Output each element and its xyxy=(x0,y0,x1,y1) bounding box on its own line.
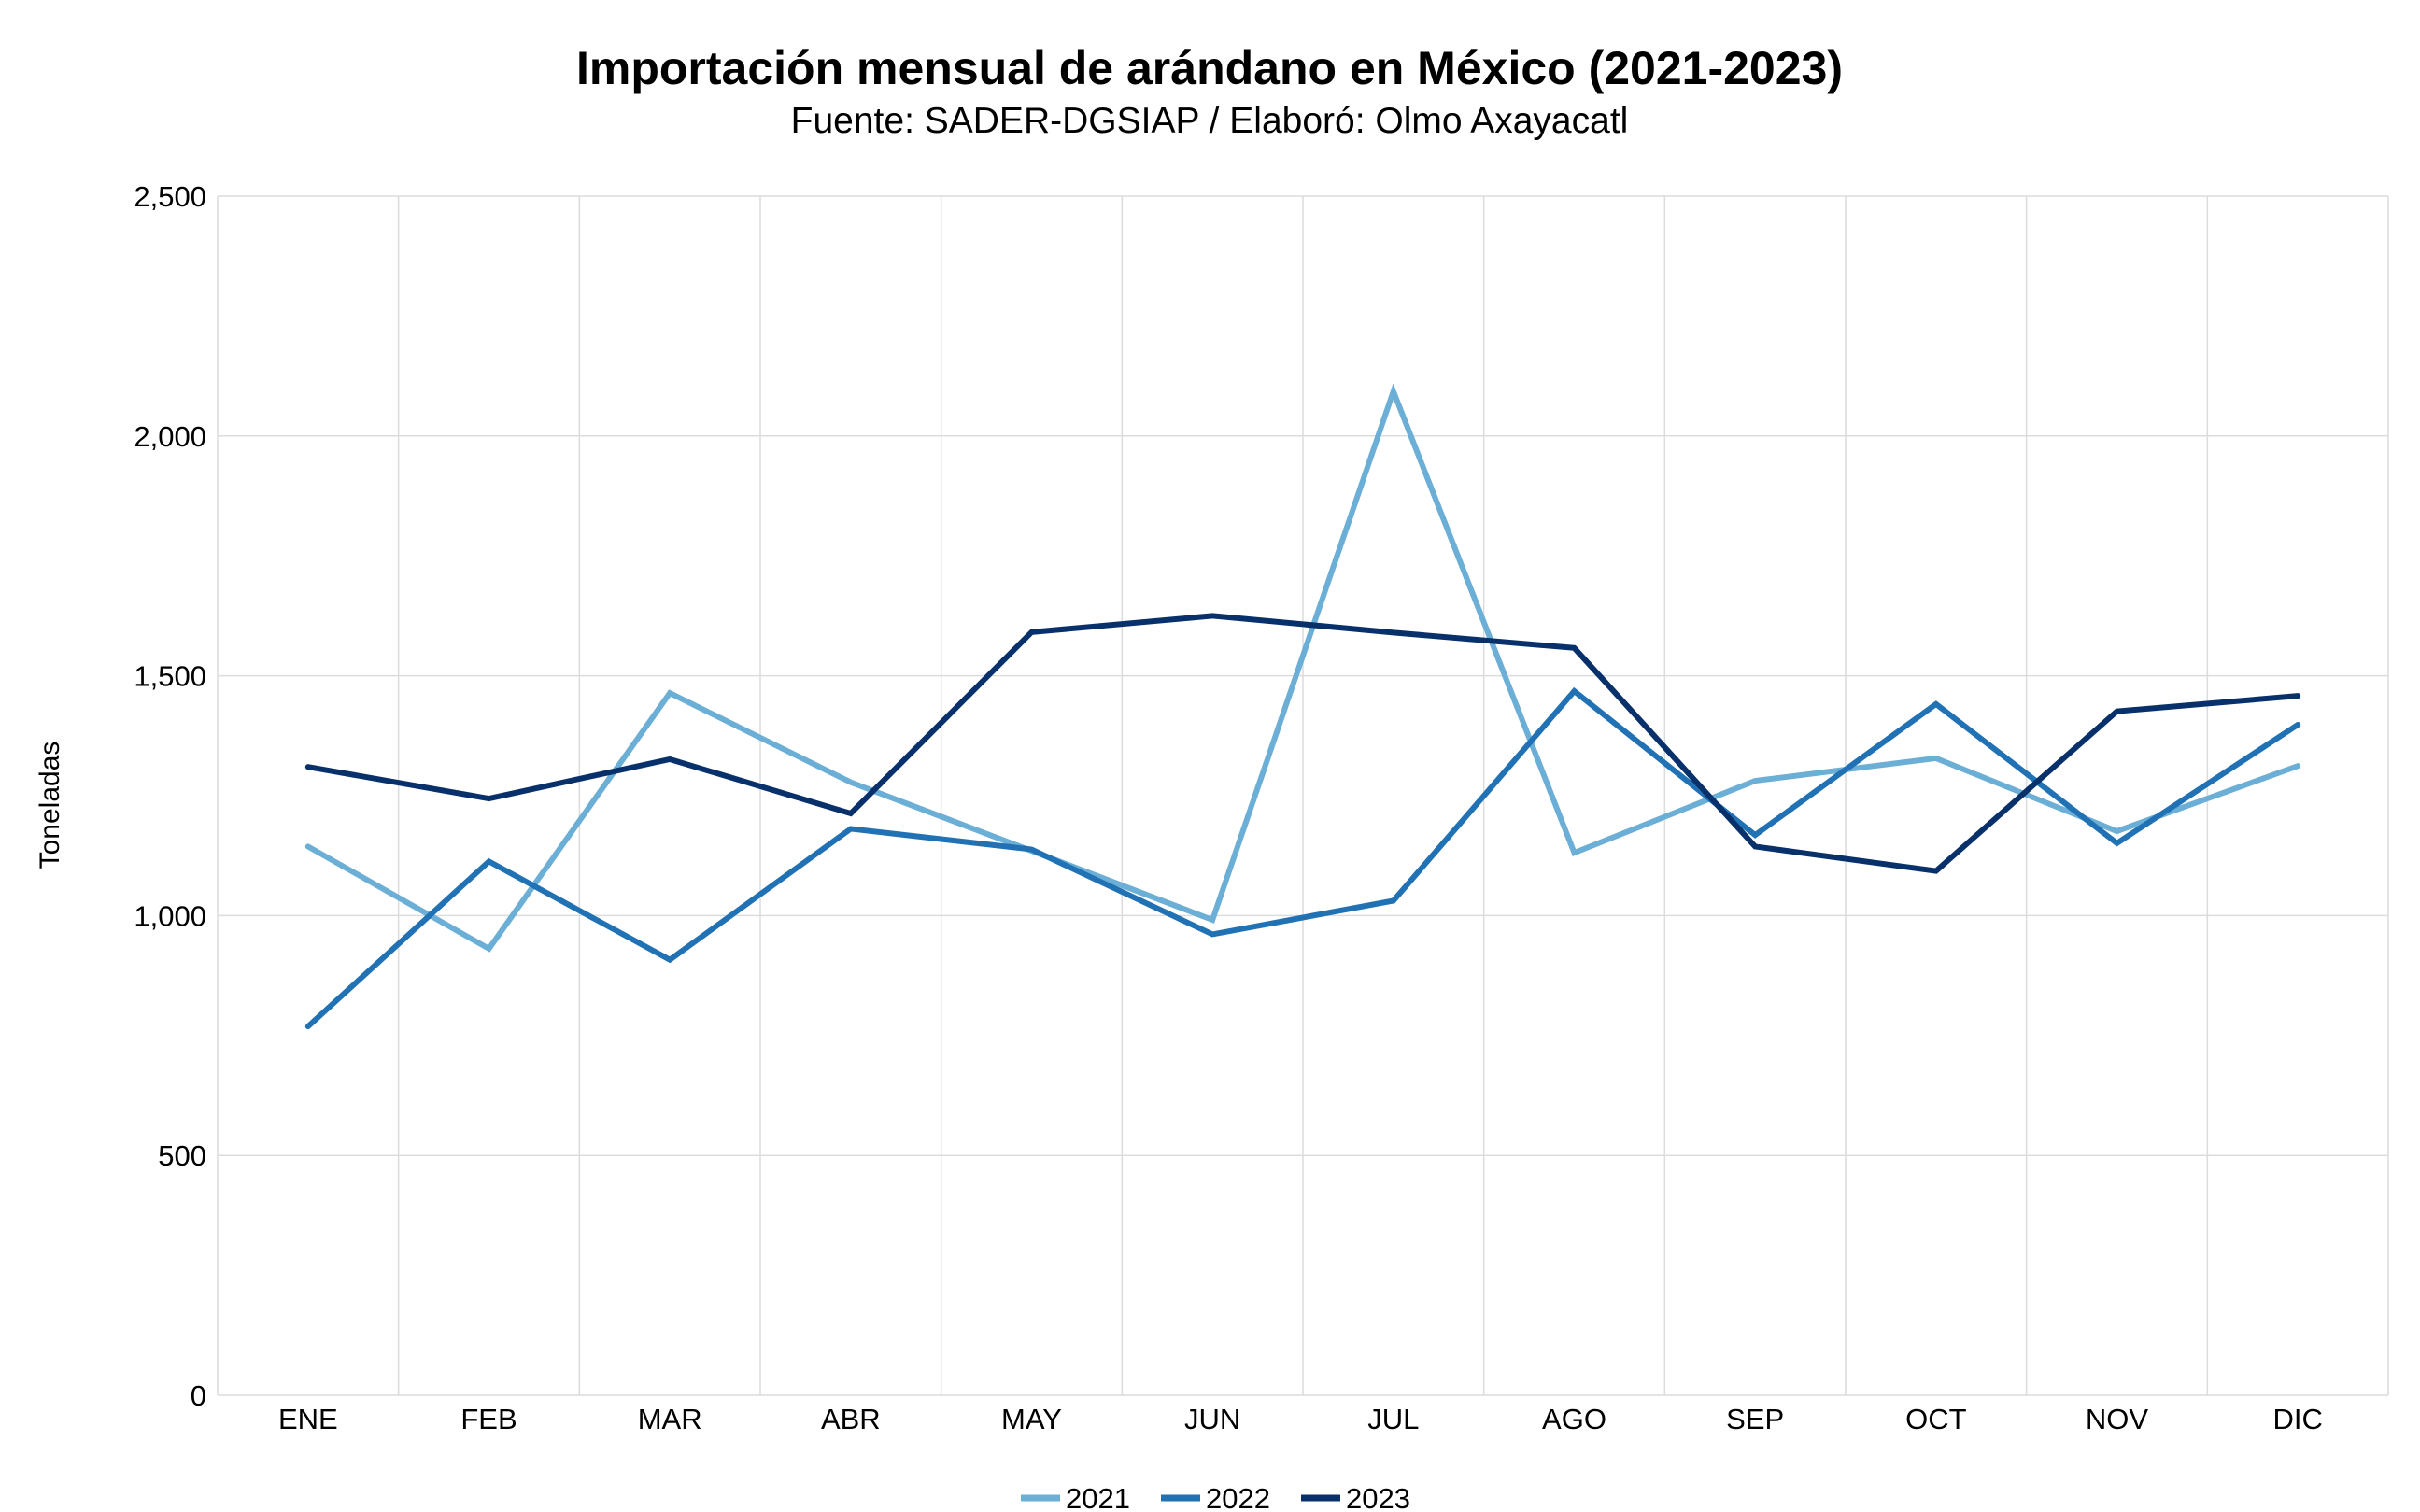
y-tick-label: 1,500 xyxy=(134,660,206,693)
x-tick-label: JUN xyxy=(1184,1403,1240,1435)
grid xyxy=(217,195,2389,1396)
x-tick-label: SEP xyxy=(1726,1403,1784,1435)
chart-subtitle: Fuente: SADER-DGSIAP / Elaboró: Olmo Axa… xyxy=(791,101,1629,141)
x-tick-label: AGO xyxy=(1542,1403,1606,1435)
x-tick-label: OCT xyxy=(1905,1403,1967,1435)
y-tick-label: 2,000 xyxy=(134,420,206,453)
y-tick-label: 500 xyxy=(158,1139,206,1172)
series-line-2022 xyxy=(304,686,2301,1030)
y-tick-labels: 0 500 1,000 1,500 2,000 2,500 xyxy=(134,180,206,1412)
legend-label-2021: 2021 xyxy=(1066,1482,1130,1512)
y-axis-title: Toneladas xyxy=(35,742,65,869)
x-tick-label: MAR xyxy=(638,1403,702,1435)
chart-title: Importación mensual de arándano en Méxic… xyxy=(576,42,1843,94)
x-tick-label: MAY xyxy=(1001,1403,1062,1435)
y-tick-label: 0 xyxy=(191,1379,206,1412)
y-tick-label: 1,000 xyxy=(134,899,206,932)
x-tick-label: ENE xyxy=(278,1403,338,1435)
series-line-2021 xyxy=(304,383,2301,953)
legend: 2021 2022 2023 xyxy=(1021,1482,1410,1512)
y-tick-label: 2,500 xyxy=(134,180,206,213)
x-tick-label: ABR xyxy=(821,1403,881,1435)
series-lines xyxy=(304,383,2301,1030)
legend-label-2023: 2023 xyxy=(1346,1482,1410,1512)
x-tick-labels: ENE FEB MAR ABR MAY JUN JUL AGO SEP OCT NOV DIC xyxy=(278,1403,2323,1435)
x-tick-label: FEB xyxy=(460,1403,517,1435)
x-tick-label: NOV xyxy=(2086,1403,2149,1435)
legend-label-2022: 2022 xyxy=(1206,1482,1270,1512)
series-line-2023 xyxy=(304,613,2301,874)
x-tick-label: JUL xyxy=(1367,1403,1419,1435)
x-tick-label: DIC xyxy=(2272,1403,2322,1435)
